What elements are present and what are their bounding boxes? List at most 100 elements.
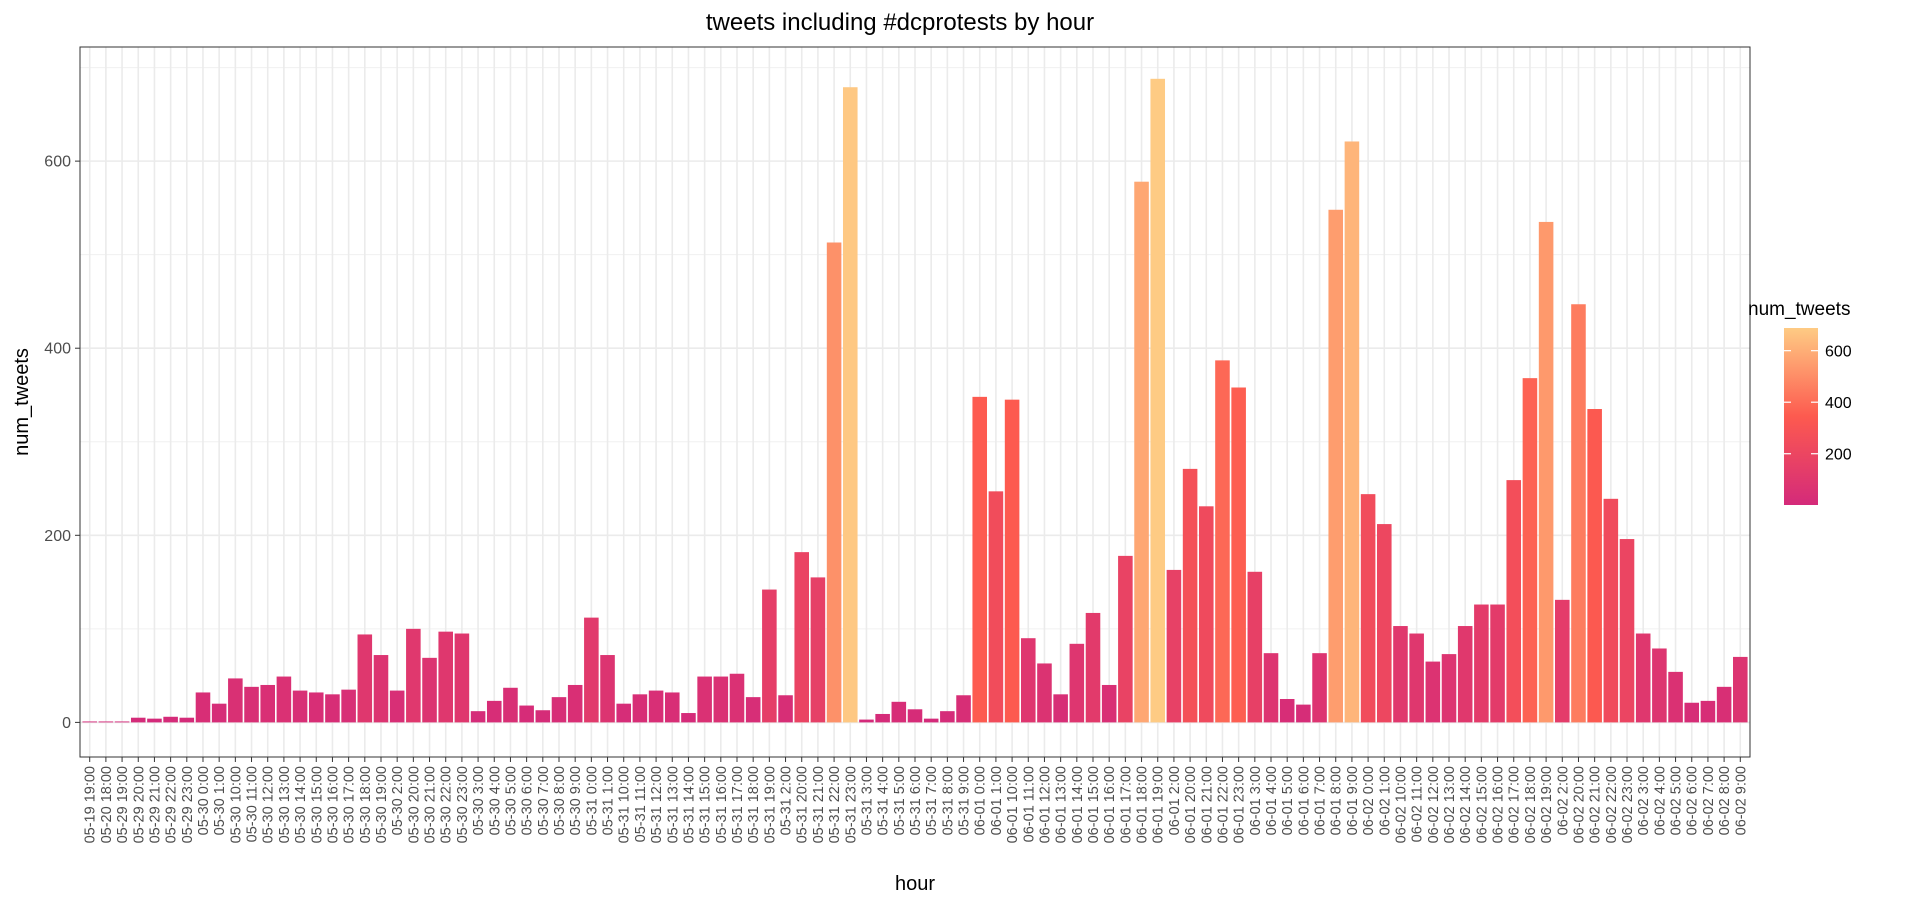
bar <box>1085 612 1101 723</box>
bar <box>292 690 308 723</box>
x-tick-label: 05-31 15:00 <box>698 766 714 843</box>
x-tick-label: 06-01 5:00 <box>1280 766 1296 835</box>
bar <box>260 684 275 723</box>
bar <box>519 705 534 723</box>
bar <box>616 703 632 723</box>
x-tick-label: 05-30 10:00 <box>228 766 244 843</box>
x-tick-label: 06-01 7:00 <box>1313 766 1329 835</box>
bar <box>82 721 97 723</box>
x-tick-label: 05-30 12:00 <box>261 766 277 843</box>
bar <box>1393 626 1408 723</box>
bar <box>1118 555 1133 723</box>
bar <box>778 695 793 723</box>
x-tick-label: 05-30 4:00 <box>487 766 503 835</box>
bar <box>195 692 211 723</box>
x-tick-label: 05-31 23:00 <box>843 766 859 843</box>
x-tick-label: 05-31 18:00 <box>746 766 762 843</box>
x-tick-label: 05-31 3:00 <box>859 766 875 835</box>
x-tick-label: 05-31 20:00 <box>795 766 811 843</box>
bar <box>875 713 890 723</box>
x-tick-label: 05-30 19:00 <box>374 766 390 843</box>
bar <box>567 684 583 723</box>
x-tick-label: 06-01 18:00 <box>1135 766 1151 843</box>
bar <box>972 396 988 723</box>
x-tick-label: 06-01 8:00 <box>1329 766 1345 835</box>
x-tick-label: 05-29 20:00 <box>131 766 147 843</box>
x-tick-label: 05-30 14:00 <box>293 766 309 843</box>
bar <box>438 631 453 723</box>
x-tick-label: 06-02 18:00 <box>1523 766 1539 843</box>
bar <box>859 719 874 723</box>
bar <box>794 552 810 723</box>
legend-colorbar <box>1784 328 1818 505</box>
bar <box>114 721 130 723</box>
bar <box>1377 524 1392 723</box>
bar <box>1215 360 1230 723</box>
x-tick-label: 05-30 20:00 <box>406 766 422 843</box>
y-tick-label: 200 <box>44 528 71 545</box>
bar <box>600 655 615 723</box>
bar <box>1247 571 1263 723</box>
x-tick-label: 06-01 21:00 <box>1199 766 1215 843</box>
bar <box>842 87 858 723</box>
bar <box>422 657 437 723</box>
bar <box>1538 221 1554 723</box>
x-tick-label: 05-30 21:00 <box>423 766 439 843</box>
bar <box>1587 409 1602 723</box>
bar <box>1441 654 1457 723</box>
x-axis: 05-19 19:00 05-20 18:00 05-29 19:00 05-29 2… <box>83 757 1749 843</box>
bar <box>956 695 971 723</box>
x-tick-label: 06-02 10:00 <box>1393 766 1409 843</box>
x-tick-label: 05-20 18:00 <box>99 766 115 843</box>
bar <box>1328 209 1344 723</box>
x-tick-label: 06-02 2:00 <box>1555 766 1571 835</box>
bar <box>1279 699 1295 723</box>
bar <box>1069 643 1085 723</box>
x-tick-label: 05-29 23:00 <box>180 766 196 843</box>
bar <box>1101 684 1117 723</box>
bar <box>1603 498 1619 723</box>
y-tick-label: 0 <box>62 715 71 732</box>
bar <box>389 690 405 723</box>
x-tick-label: 06-01 9:00 <box>1345 766 1361 835</box>
bar <box>130 717 146 723</box>
x-tick-label: 05-31 7:00 <box>924 766 940 835</box>
x-tick-label: 05-30 16:00 <box>325 766 341 843</box>
bar <box>1166 569 1182 723</box>
bar <box>891 701 907 723</box>
x-tick-label: 06-01 19:00 <box>1151 766 1167 843</box>
chart-title: tweets including #dcprotests by hour <box>706 9 1094 36</box>
x-tick-label: 06-01 12:00 <box>1037 766 1053 843</box>
x-tick-label: 06-02 20:00 <box>1571 766 1587 843</box>
bar <box>762 589 777 723</box>
x-tick-label: 06-01 23:00 <box>1232 766 1248 843</box>
bar <box>940 711 955 723</box>
x-tick-label: 06-02 7:00 <box>1701 766 1717 835</box>
x-tick-label: 05-31 14:00 <box>681 766 697 843</box>
x-tick-label: 05-31 8:00 <box>940 766 956 835</box>
x-tick-label: 05-31 10:00 <box>617 766 633 843</box>
x-tick-label: 06-02 21:00 <box>1588 766 1604 843</box>
bar <box>228 678 243 723</box>
bar <box>1425 661 1441 723</box>
x-tick-label: 06-02 0:00 <box>1361 766 1377 835</box>
x-tick-label: 05-31 9:00 <box>957 766 973 835</box>
x-tick-label: 05-31 1:00 <box>601 766 617 835</box>
legend-tick-label: 200 <box>1825 447 1852 464</box>
x-tick-label: 05-30 9:00 <box>568 766 584 835</box>
bar <box>1490 604 1505 723</box>
bar <box>357 634 373 723</box>
bar <box>713 676 729 723</box>
x-tick-label: 06-02 12:00 <box>1426 766 1442 843</box>
bar <box>1198 506 1214 723</box>
x-tick-label: 05-30 22:00 <box>439 766 455 843</box>
bar <box>1134 181 1149 723</box>
x-tick-label: 06-01 13:00 <box>1054 766 1070 843</box>
x-tick-label: 06-02 15:00 <box>1474 766 1490 843</box>
bar <box>454 633 470 723</box>
bar <box>1312 653 1327 723</box>
bar <box>1619 539 1635 723</box>
bar <box>244 686 259 723</box>
bar <box>1296 704 1311 723</box>
